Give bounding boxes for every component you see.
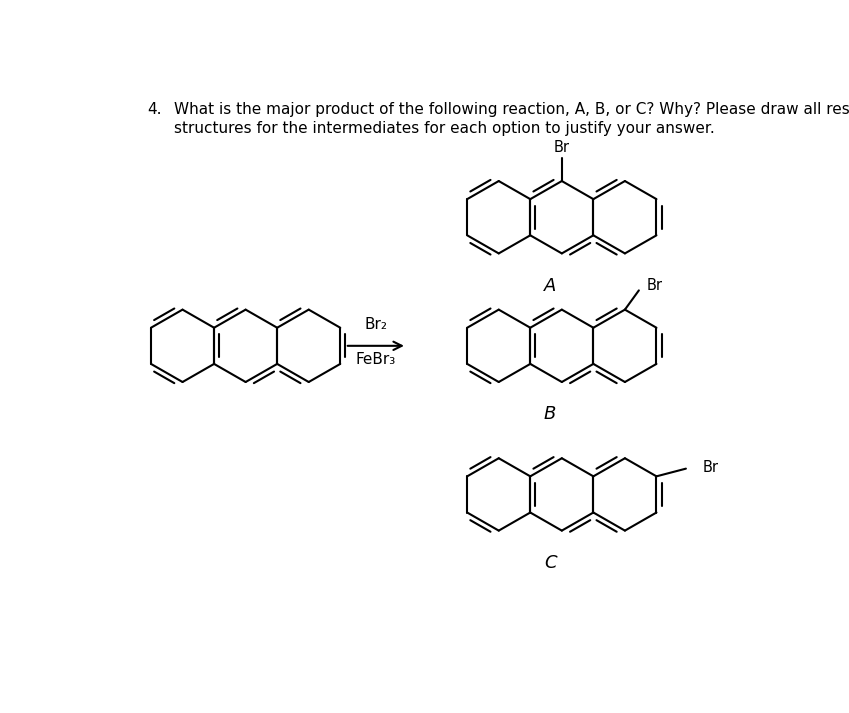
Text: B: B xyxy=(544,405,556,423)
Text: C: C xyxy=(544,554,556,572)
Text: What is the major product of the following reaction, A, B, or C? Why? Please dra: What is the major product of the followi… xyxy=(174,102,849,117)
Text: Br₂: Br₂ xyxy=(364,317,387,332)
Text: structures for the intermediates for each option to justify your answer.: structures for the intermediates for eac… xyxy=(174,121,715,136)
Text: Br: Br xyxy=(554,140,570,155)
Text: 4.: 4. xyxy=(147,102,161,117)
Text: FeBr₃: FeBr₃ xyxy=(356,352,396,367)
Text: A: A xyxy=(544,277,556,294)
Text: Br: Br xyxy=(703,460,719,475)
Text: Br: Br xyxy=(646,278,662,293)
